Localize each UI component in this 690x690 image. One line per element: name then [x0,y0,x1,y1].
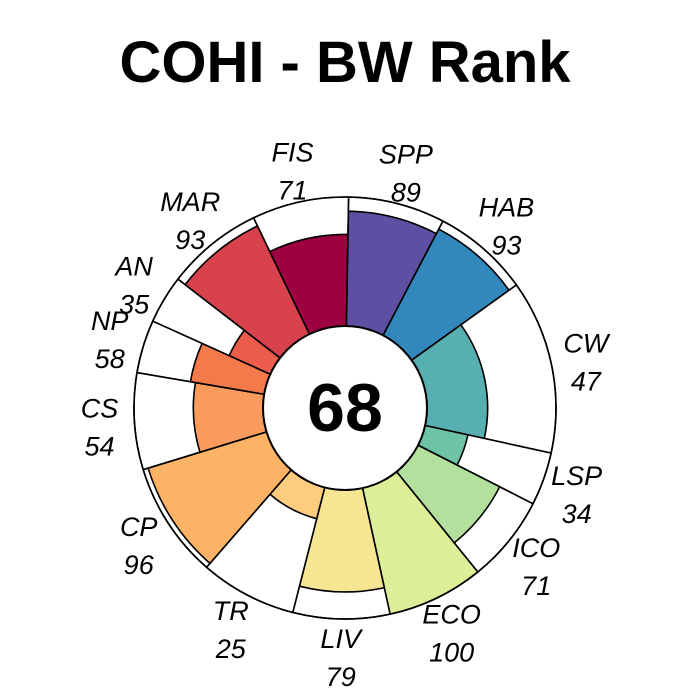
labels-layer: CS 54 NP 58 AN 35 MAR 93 FIS 71 SPP 89 HAB 93 CW 47 LSP 3… [81,138,611,690]
segment-label-fis: FIS 71 [271,138,313,206]
segment-label-name-np: NP [91,306,129,336]
segment-label-cs: CS 54 [81,394,119,462]
center-circle [262,325,428,491]
segment-label-name-ico: ICO [512,533,560,563]
segment-label-value-cp: 96 [124,550,155,580]
segment-label-name-lsp: LSP [551,461,602,491]
segment-label-name-cw: CW [563,328,610,358]
segments-layer [133,196,557,620]
segment-label-np: NP 58 [91,306,129,374]
segment-label-mar: MAR 93 [160,187,220,255]
segment-label-name-hab: HAB [479,192,535,222]
segment-label-value-cs: 54 [84,432,114,462]
segment-label-name-cs: CS [81,394,119,424]
segment-label-cp: CP 96 [120,512,158,580]
segment-label-hab: HAB 93 [479,192,535,260]
segment-label-value-hab: 93 [491,230,521,260]
segment-label-spp: SPP 89 [379,140,433,208]
segment-label-name-an: AN [113,251,153,281]
segment-label-value-mar: 93 [175,225,205,255]
segment-label-an: AN 35 [113,251,153,319]
segment-label-value-np: 58 [95,344,125,374]
segment-label-eco: ECO 100 [422,600,481,668]
segment-label-cw: CW 47 [563,328,610,396]
segment-label-value-eco: 100 [429,638,474,668]
segment-label-value-ico: 71 [521,571,551,601]
segment-label-name-tr: TR [213,596,249,626]
segment-label-name-spp: SPP [379,140,433,170]
segment-label-name-fis: FIS [271,138,313,168]
segment-label-name-mar: MAR [160,187,220,217]
segment-label-value-liv: 79 [326,662,356,690]
outer-ring [133,196,557,620]
segment-label-value-an: 35 [119,289,150,319]
segment-label-lsp: LSP 34 [551,461,602,529]
segment-label-tr: TR 25 [213,596,249,664]
segment-label-value-spp: 89 [391,178,421,208]
center-score: 68 [307,370,383,446]
segment-label-liv: LIV 79 [320,624,364,690]
chart-title: COHI - BW Rank [119,30,571,95]
segment-label-name-cp: CP [120,512,158,542]
segment-label-name-eco: ECO [422,600,481,630]
segment-label-value-lsp: 34 [562,499,592,529]
segment-label-value-fis: 71 [277,176,307,206]
segment-label-value-tr: 25 [215,634,247,664]
segment-label-value-cw: 47 [571,366,602,396]
segment-label-name-liv: LIV [320,624,364,654]
segment-label-ico: ICO 71 [512,533,560,601]
